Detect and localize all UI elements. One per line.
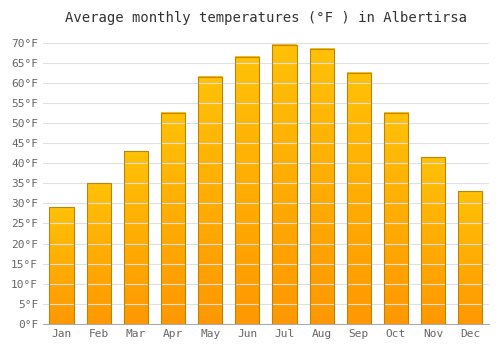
Bar bbox=[236, 57, 260, 324]
Bar bbox=[384, 113, 408, 324]
Bar bbox=[161, 113, 185, 324]
Bar bbox=[124, 151, 148, 324]
Bar bbox=[272, 44, 296, 324]
Bar bbox=[347, 73, 371, 324]
Bar bbox=[50, 208, 74, 324]
Bar bbox=[310, 49, 334, 324]
Bar bbox=[86, 183, 111, 324]
Bar bbox=[198, 77, 222, 324]
Bar bbox=[458, 191, 482, 324]
Bar bbox=[421, 157, 445, 324]
Title: Average monthly temperatures (°F ) in Albertirsa: Average monthly temperatures (°F ) in Al… bbox=[65, 11, 467, 25]
